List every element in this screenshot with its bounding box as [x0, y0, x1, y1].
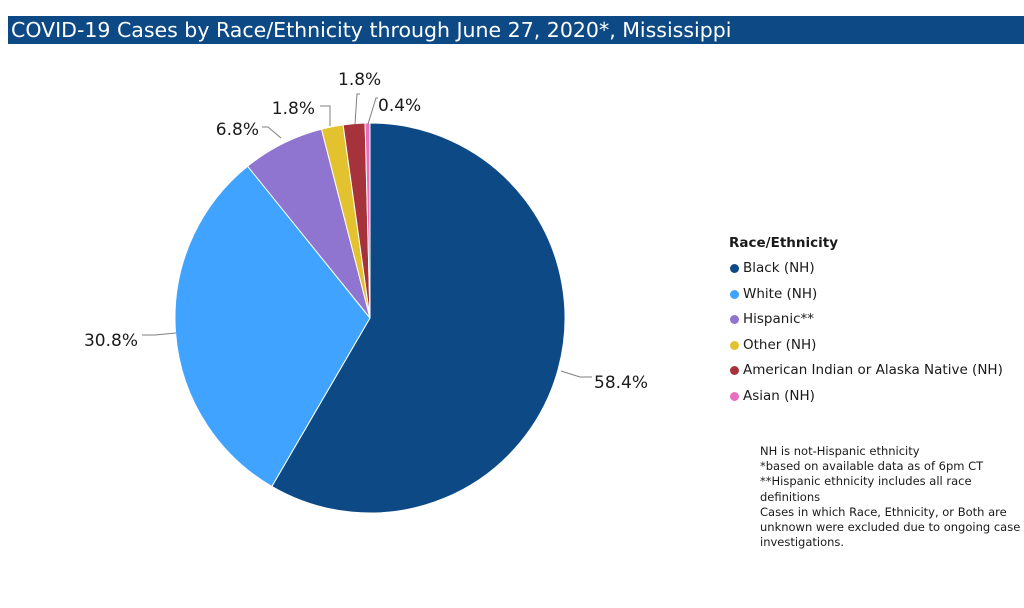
- footnote-data-date: *based on available data as of 6pm CT: [760, 459, 984, 474]
- leader-line-5: [367, 97, 378, 125]
- pie-slice-5: [364, 122, 371, 319]
- footnote-nh: NH is not-Hispanic ethnicity: [760, 444, 920, 458]
- legend-swatch-5: [730, 391, 739, 401]
- legend-item-5: Asian (NH): [729, 386, 1019, 412]
- legend: Race/Ethnicity Black (NH) White (NH) Hispa…: [729, 234, 1019, 411]
- legend-swatch-4: [730, 366, 739, 375]
- data-label-3: 1.8%: [272, 99, 315, 119]
- legend-item-2: Hispanic**: [729, 309, 1019, 335]
- footnotes: NH is not-Hispanic ethnicity *based on a…: [760, 444, 1022, 550]
- data-label-1: 30.8%: [84, 331, 138, 351]
- legend-swatch-0: [730, 264, 739, 273]
- legend-swatch-1: [730, 289, 739, 299]
- legend-label-3: Other (NH): [743, 336, 817, 353]
- legend-swatch-3: [730, 340, 739, 350]
- legend-label-2: Hispanic**: [743, 311, 815, 327]
- footnote-unknown: Cases in which Race, Ethnicity, or Both …: [760, 504, 1021, 550]
- data-label-4: 1.8%: [338, 70, 381, 90]
- legend-swatch-2: [730, 315, 739, 324]
- leader-line-2: [262, 126, 282, 139]
- leader-line-0: [560, 370, 592, 378]
- legend-title: Race/Ethnicity: [729, 235, 839, 251]
- legend-items: Black (NH) White (NH) Hispanic** Other (NH)…: [729, 258, 1019, 411]
- leader-line-4: [354, 93, 360, 125]
- legend-item-1: White (NH): [729, 284, 1019, 310]
- data-label-5: 0.4%: [378, 96, 421, 116]
- legend-item-3: Other (NH): [729, 335, 1019, 361]
- data-label-0: 58.4%: [594, 373, 648, 393]
- leader-line-1: [142, 332, 177, 336]
- footnote-hispanic: **Hispanic ethnicity includes all race d…: [760, 474, 972, 504]
- data-label-2: 6.8%: [216, 120, 259, 140]
- title-bar: COVID-19 Cases by Race/Ethnicity through…: [8, 16, 1024, 44]
- legend-label-4: American Indian or Alaska Native (NH): [743, 362, 1003, 378]
- legend-label-0: Black (NH): [743, 260, 815, 276]
- legend-label-5: Asian (NH): [743, 387, 815, 404]
- pie-slice-0: [271, 122, 566, 514]
- legend-item-0: Black (NH): [729, 258, 1019, 284]
- legend-label-1: White (NH): [743, 285, 818, 302]
- chart-title: COVID-19 Cases by Race/Ethnicity through…: [11, 18, 732, 42]
- leader-line-3: [320, 105, 331, 126]
- legend-item-4: American Indian or Alaska Native (NH): [729, 360, 1019, 386]
